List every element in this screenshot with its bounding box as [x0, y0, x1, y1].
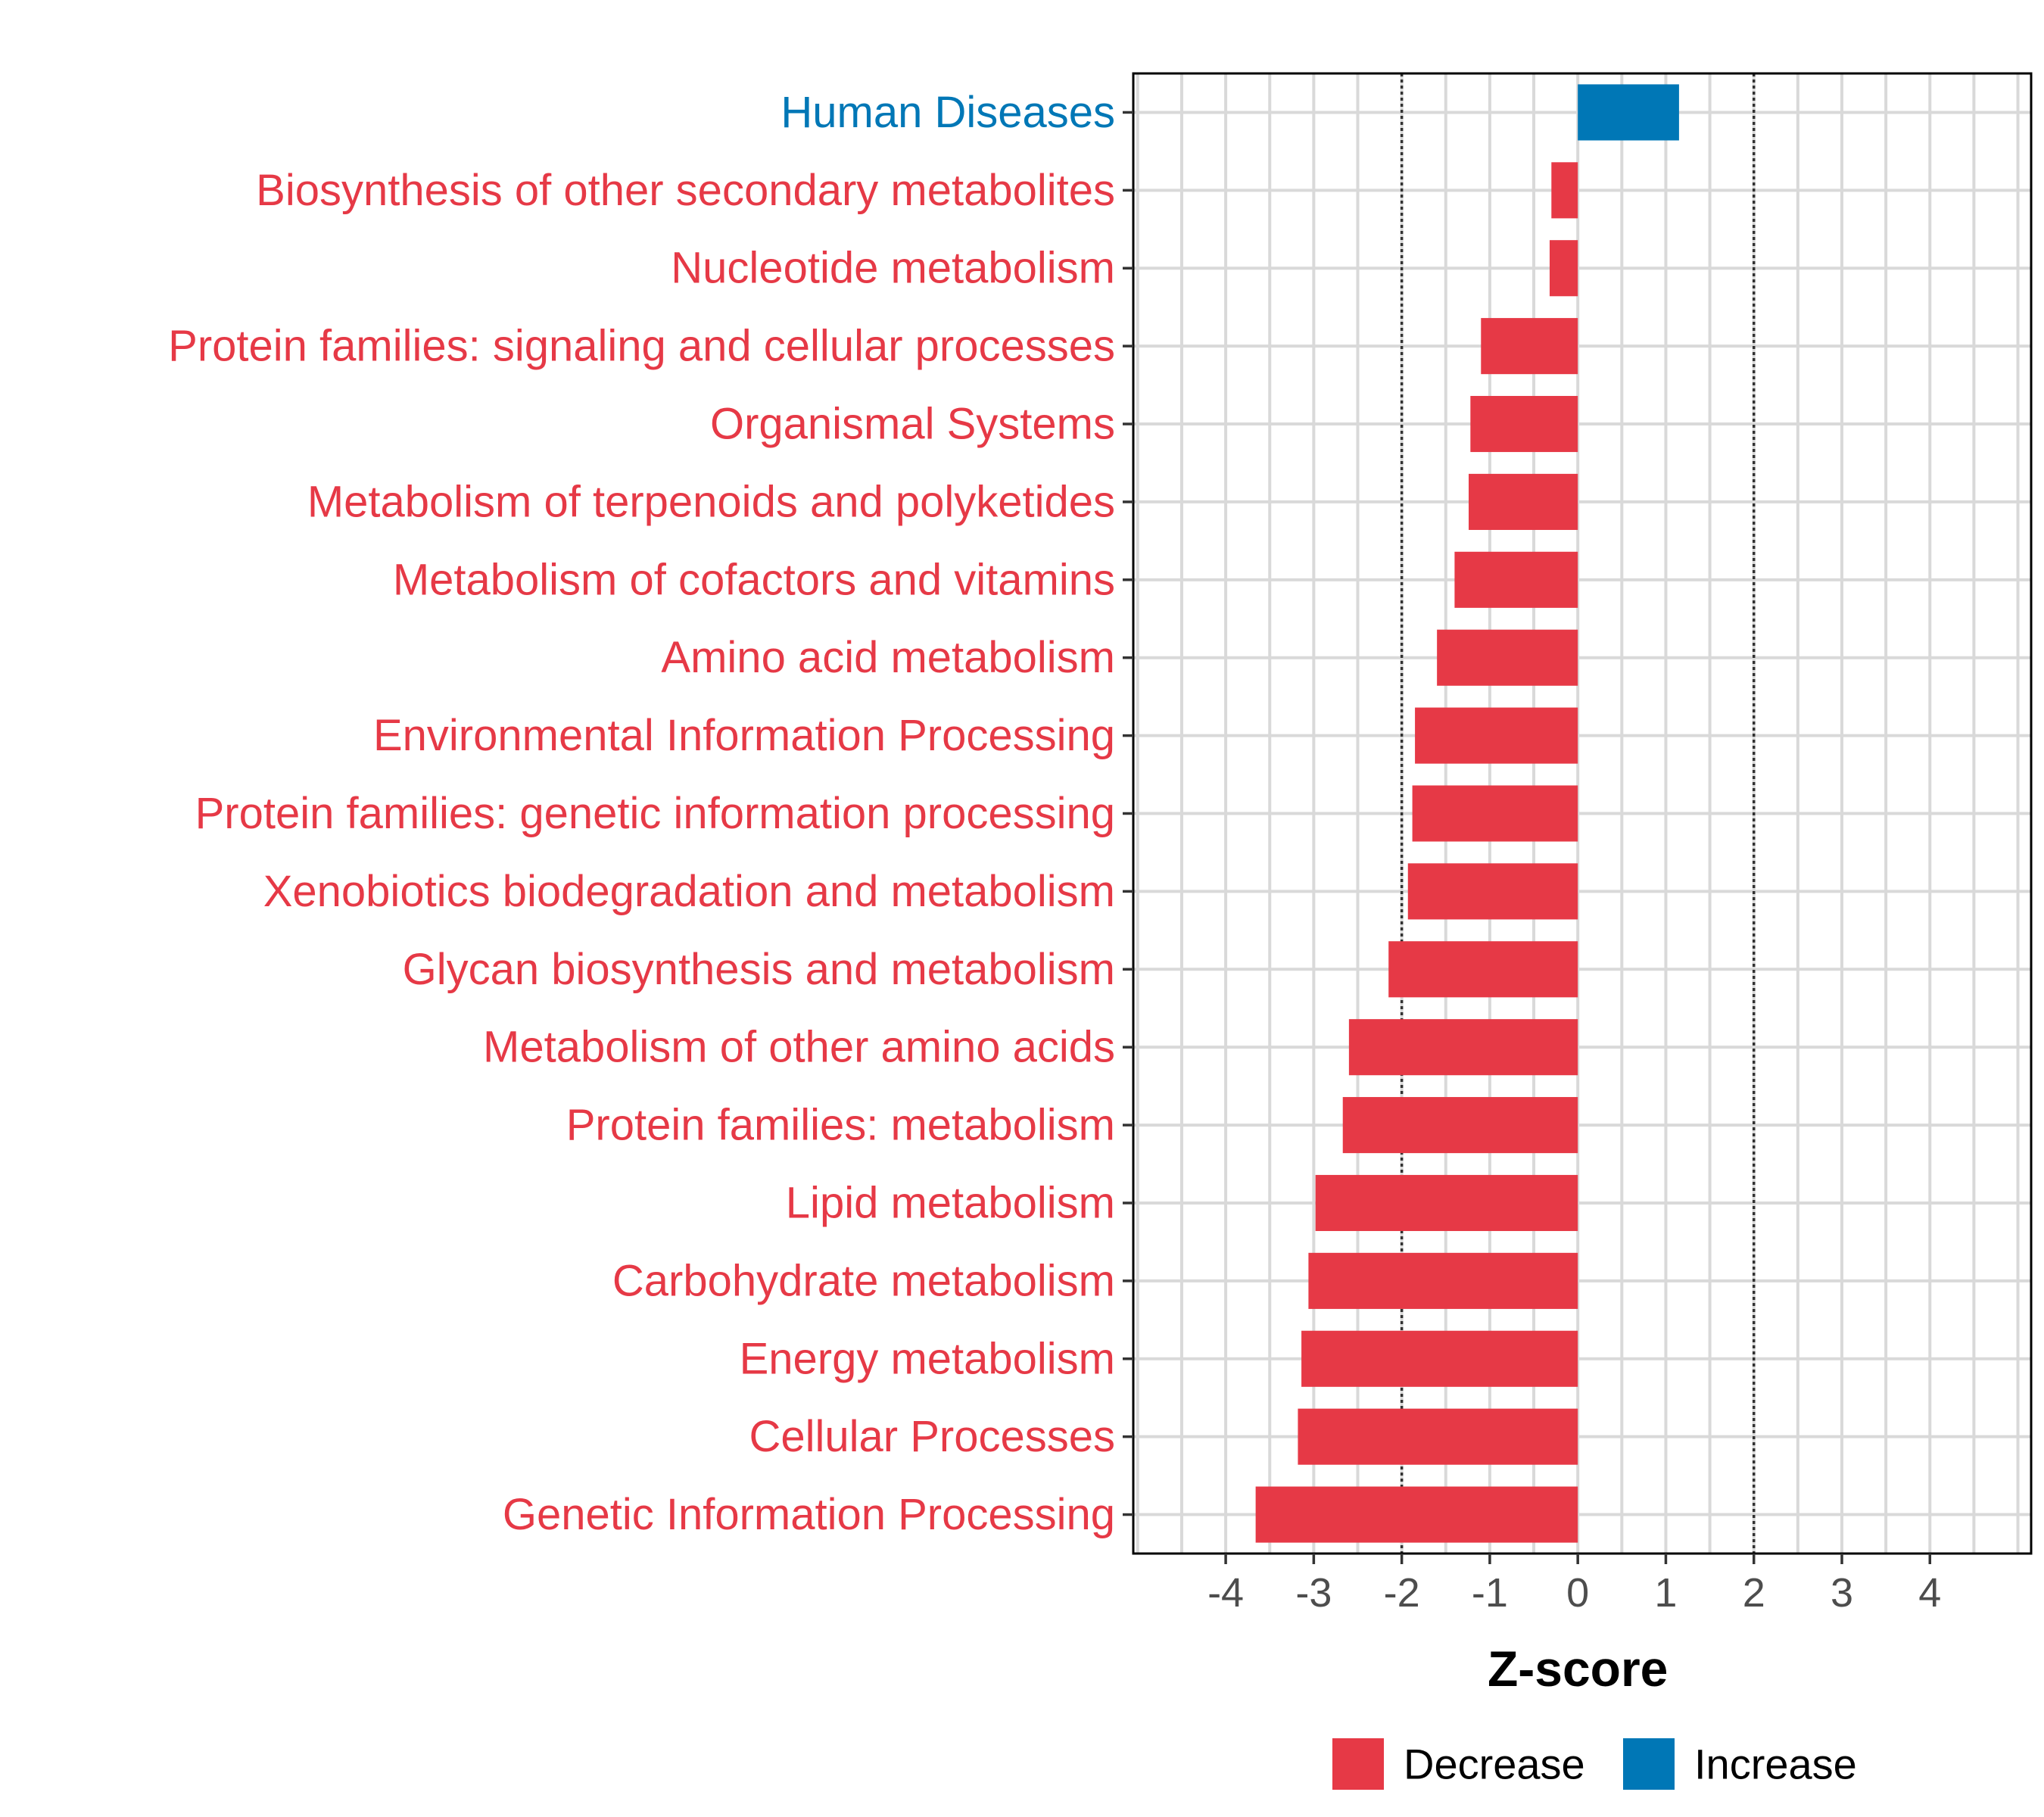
bar-protein-families-signaling-and-cellular-processes: [1481, 318, 1578, 375]
category-label: Genetic Information Processing: [503, 1490, 1115, 1539]
reference-lines: [1400, 73, 1756, 1554]
category-label: Metabolism of terpenoids and polyketides: [307, 477, 1115, 526]
bar-protein-families-genetic-information-processing: [1412, 785, 1578, 842]
bar-lipid-metabolism: [1315, 1174, 1578, 1232]
bar-glycan-biosynthesis-and-metabolism: [1388, 941, 1578, 998]
category-label: Amino acid metabolism: [661, 633, 1115, 682]
category-label: Organismal Systems: [710, 400, 1115, 449]
x-tick-label: -1: [1472, 1570, 1508, 1616]
legend-label-increase: Increase: [1694, 1741, 1857, 1788]
x-axis-tick-labels: -4 -3 -2 -1 0 1 2 3 4: [1207, 1570, 1941, 1616]
category-label: Protein families: signaling and cellular…: [168, 322, 1115, 371]
y-axis-ticks: [1123, 111, 1133, 1516]
bar-amino-acid-metabolism: [1437, 629, 1578, 686]
category-label: Metabolism of cofactors and vitamins: [393, 555, 1115, 604]
bar-metabolism-of-terpenoids-and-polyketides: [1469, 473, 1578, 530]
legend-swatch-increase: [1623, 1738, 1675, 1790]
category-label: Protein families: metabolism: [566, 1101, 1115, 1150]
bar-nucleotide-metabolism: [1549, 240, 1578, 297]
category-label: Xenobiotics biodegradation and metabolis…: [263, 867, 1115, 916]
bar-environmental-information-processing: [1415, 707, 1578, 764]
category-label: Energy metabolism: [740, 1334, 1115, 1383]
x-tick-label: 1: [1654, 1570, 1677, 1616]
y-axis-category-labels: Human Diseases Biosynthesis of other seco…: [168, 88, 1115, 1539]
x-tick-label: -3: [1295, 1570, 1332, 1616]
legend-label-decrease: Decrease: [1404, 1741, 1585, 1788]
category-label: Cellular Processes: [749, 1412, 1115, 1461]
bar-xenobiotics-biodegradation-and-metabolism: [1407, 863, 1578, 920]
x-tick-label: 0: [1566, 1570, 1589, 1616]
bar-metabolism-of-cofactors-and-vitamins: [1454, 551, 1578, 608]
category-label: Human Diseases: [781, 88, 1115, 137]
legend-swatch-decrease: [1332, 1738, 1384, 1790]
x-tick-label: 2: [1743, 1570, 1765, 1616]
bar-biosynthesis-of-other-secondary-metabolites: [1551, 162, 1578, 219]
x-axis-title: Z-score: [1488, 1641, 1668, 1697]
bar-cellular-processes: [1298, 1408, 1578, 1465]
category-label: Carbohydrate metabolism: [612, 1256, 1115, 1305]
bar-energy-metabolism: [1301, 1330, 1578, 1387]
x-tick-label: 3: [1831, 1570, 1853, 1616]
category-label: Lipid metabolism: [786, 1178, 1115, 1227]
x-tick-label: -2: [1384, 1570, 1420, 1616]
x-tick-label: 4: [1918, 1570, 1941, 1616]
x-tick-label: -4: [1207, 1570, 1244, 1616]
category-label: Nucleotide metabolism: [671, 244, 1115, 293]
bar-metabolism-of-other-amino-acids: [1348, 1019, 1578, 1076]
bar-protein-families-metabolism: [1342, 1097, 1578, 1154]
category-label: Glycan biosynthesis and metabolism: [403, 945, 1115, 994]
legend: Decrease Increase: [1332, 1738, 1857, 1790]
category-label: Environmental Information Processing: [373, 711, 1115, 760]
bar-human-diseases: [1578, 84, 1679, 141]
grid-lines: [1133, 73, 2031, 1554]
bars: [1255, 84, 1679, 1543]
category-label: Metabolism of other amino acids: [483, 1023, 1115, 1072]
category-label: Protein families: genetic information pr…: [195, 789, 1115, 838]
bar-organismal-systems: [1470, 395, 1578, 453]
category-label: Biosynthesis of other secondary metaboli…: [256, 166, 1115, 215]
bar-carbohydrate-metabolism: [1308, 1252, 1578, 1309]
x-axis-ticks: [1224, 1554, 1932, 1564]
bar-genetic-information-processing: [1255, 1486, 1578, 1543]
